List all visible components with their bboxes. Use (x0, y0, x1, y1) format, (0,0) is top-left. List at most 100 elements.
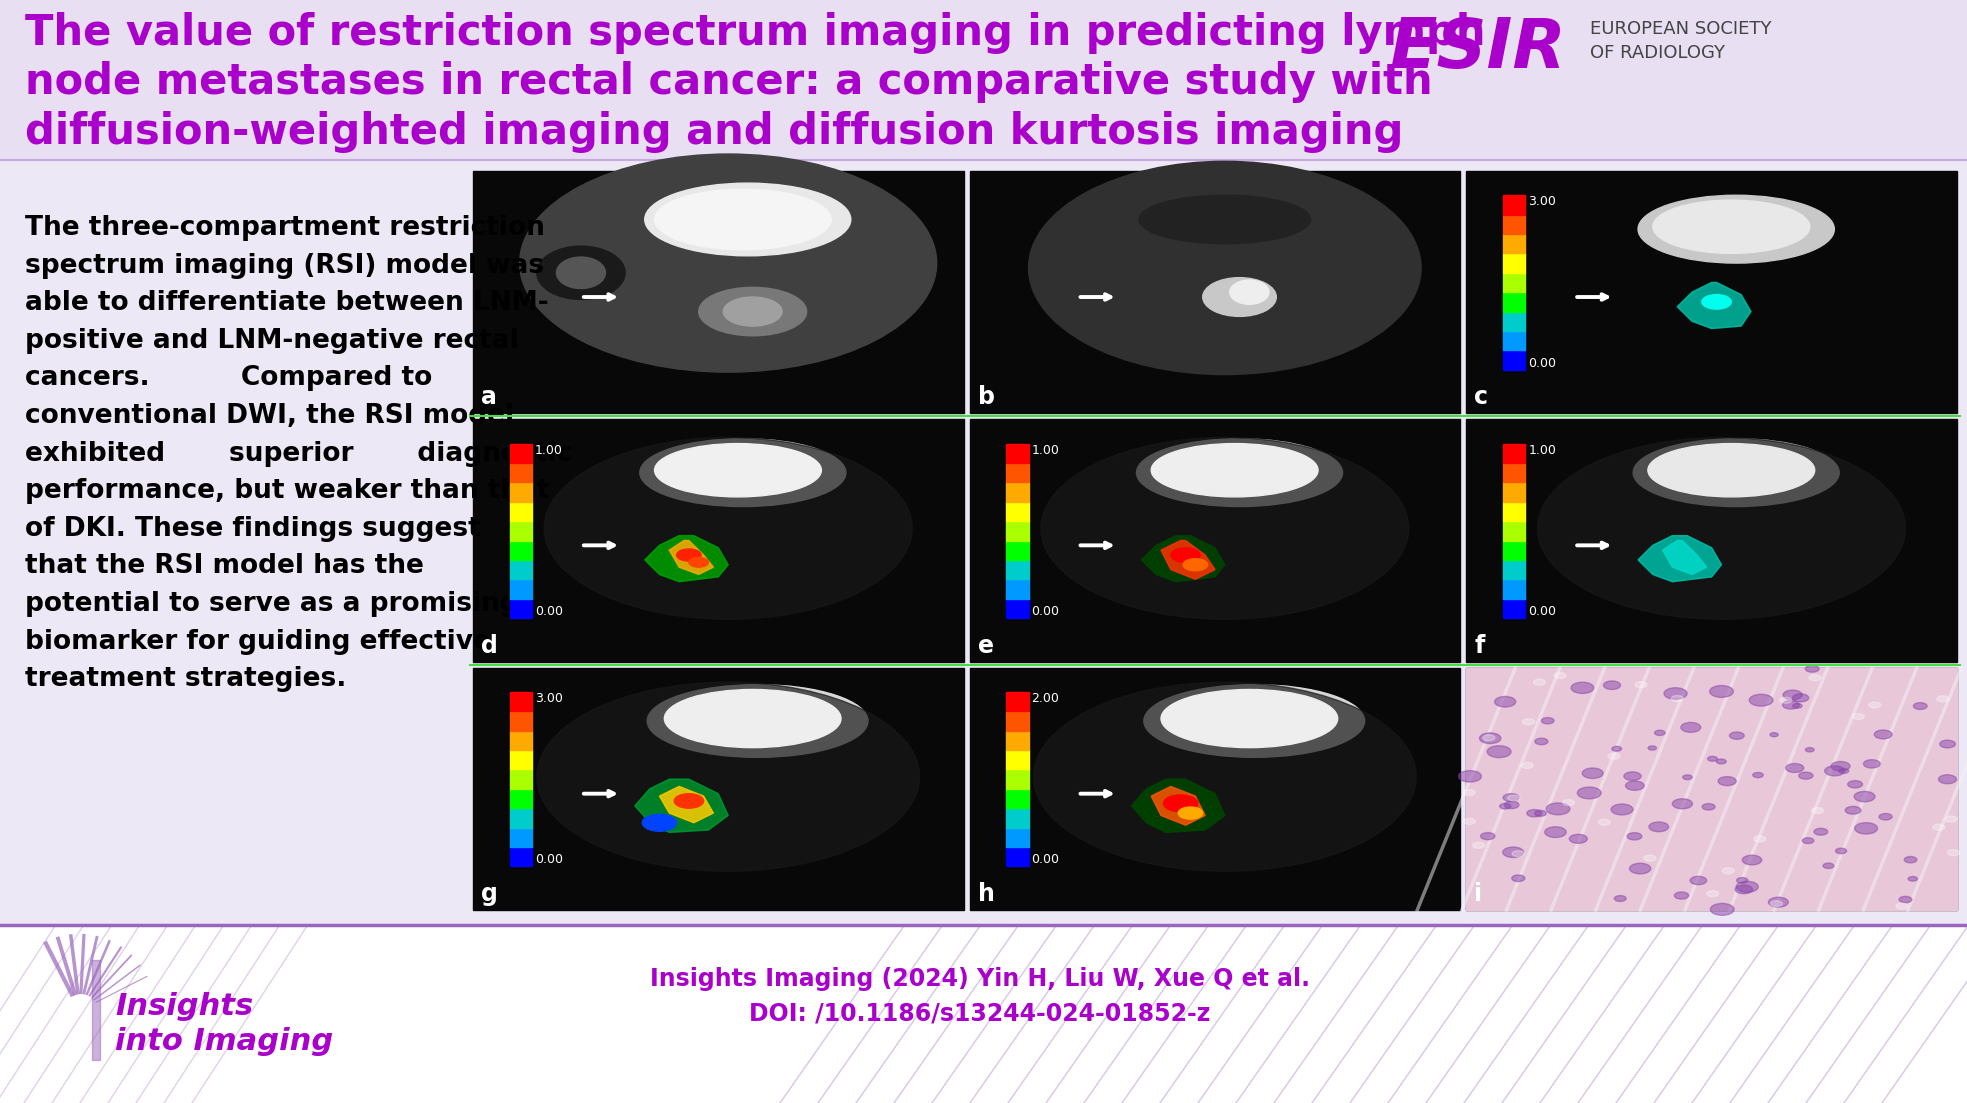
Polygon shape (1678, 282, 1751, 329)
Ellipse shape (1853, 714, 1865, 719)
Bar (1503, 482, 1524, 502)
Ellipse shape (1534, 738, 1548, 745)
Bar (1007, 599, 1029, 618)
Text: The value of restriction spectrum imaging in predicting lymph
node metastases in: The value of restriction spectrum imagin… (26, 12, 1485, 152)
Bar (472, 419, 964, 662)
Bar (970, 419, 1460, 662)
Ellipse shape (1170, 548, 1200, 563)
Bar (1503, 540, 1524, 560)
Ellipse shape (1534, 811, 1546, 816)
Ellipse shape (1709, 685, 1733, 697)
Ellipse shape (1753, 772, 1762, 778)
Bar (509, 808, 531, 827)
Ellipse shape (645, 183, 852, 256)
Ellipse shape (655, 443, 822, 496)
Ellipse shape (688, 557, 708, 567)
Bar (509, 502, 531, 521)
Ellipse shape (1652, 200, 1810, 254)
Ellipse shape (1542, 718, 1554, 724)
Text: EUROPEAN SOCIETY
OF RADIOLOGY: EUROPEAN SOCIETY OF RADIOLOGY (1589, 20, 1772, 62)
Bar (1465, 667, 1957, 910)
Bar (1465, 171, 1957, 414)
Polygon shape (645, 536, 728, 581)
Ellipse shape (1839, 769, 1849, 773)
Ellipse shape (1863, 760, 1880, 768)
Text: The three-compartment restriction
spectrum imaging (RSI) model was
able to diffe: The three-compartment restriction spectr… (26, 215, 572, 693)
Ellipse shape (698, 287, 806, 335)
Ellipse shape (724, 297, 783, 326)
Ellipse shape (1753, 836, 1766, 842)
Bar (1503, 443, 1524, 463)
Ellipse shape (557, 257, 606, 289)
Text: 3.00: 3.00 (535, 692, 563, 705)
Bar (1007, 750, 1029, 770)
Text: 0.00: 0.00 (1031, 606, 1060, 618)
Ellipse shape (1711, 903, 1735, 915)
Ellipse shape (1599, 820, 1611, 825)
Ellipse shape (1639, 195, 1835, 264)
Bar (509, 730, 531, 750)
Text: e: e (978, 633, 993, 657)
Ellipse shape (1768, 897, 1788, 907)
Ellipse shape (1810, 675, 1821, 681)
Ellipse shape (1495, 696, 1517, 707)
Bar (509, 827, 531, 847)
Ellipse shape (1603, 681, 1621, 689)
Polygon shape (1678, 282, 1751, 329)
Bar (1007, 692, 1029, 711)
Bar (1465, 419, 1957, 662)
Bar (509, 443, 531, 463)
Bar (1503, 195, 1524, 215)
Ellipse shape (1908, 877, 1918, 881)
Ellipse shape (1770, 901, 1782, 907)
Ellipse shape (1735, 885, 1753, 893)
Ellipse shape (1798, 772, 1814, 779)
Text: 2.00: 2.00 (1031, 692, 1060, 705)
Ellipse shape (1648, 746, 1656, 750)
Text: c: c (1475, 385, 1489, 409)
Ellipse shape (1743, 855, 1762, 865)
Ellipse shape (1664, 688, 1688, 699)
Ellipse shape (1581, 768, 1603, 779)
Ellipse shape (1717, 777, 1737, 785)
Ellipse shape (1717, 759, 1727, 764)
Bar (970, 667, 1460, 910)
Ellipse shape (1937, 774, 1957, 784)
Ellipse shape (1513, 875, 1524, 881)
Bar (1503, 599, 1524, 618)
Polygon shape (645, 536, 728, 581)
Ellipse shape (1682, 722, 1701, 732)
Ellipse shape (1939, 740, 1955, 748)
Ellipse shape (1806, 748, 1814, 752)
Ellipse shape (1792, 704, 1802, 708)
Bar (509, 540, 531, 560)
Ellipse shape (1161, 689, 1338, 748)
Ellipse shape (1202, 278, 1277, 317)
Ellipse shape (1625, 772, 1640, 781)
Text: 0.00: 0.00 (1528, 356, 1556, 370)
Ellipse shape (1835, 848, 1847, 854)
Ellipse shape (1629, 864, 1650, 874)
Ellipse shape (1513, 850, 1524, 857)
Text: 0.00: 0.00 (535, 854, 563, 866)
Bar (509, 711, 531, 730)
Bar (0, 925, 1967, 1103)
Ellipse shape (1151, 443, 1318, 496)
Ellipse shape (1145, 685, 1365, 758)
Ellipse shape (1878, 814, 1892, 820)
Ellipse shape (1229, 280, 1269, 304)
Ellipse shape (1534, 679, 1546, 685)
Ellipse shape (1033, 683, 1416, 871)
Ellipse shape (1947, 849, 1959, 856)
Polygon shape (635, 779, 728, 833)
Ellipse shape (1611, 804, 1633, 815)
Ellipse shape (1578, 788, 1601, 799)
Bar (970, 171, 1460, 414)
Ellipse shape (1041, 438, 1408, 619)
Bar (509, 560, 531, 579)
Text: 1.00: 1.00 (1031, 443, 1060, 457)
Ellipse shape (1522, 719, 1534, 725)
Bar (509, 482, 531, 502)
Ellipse shape (1162, 795, 1198, 812)
Ellipse shape (1823, 863, 1833, 868)
